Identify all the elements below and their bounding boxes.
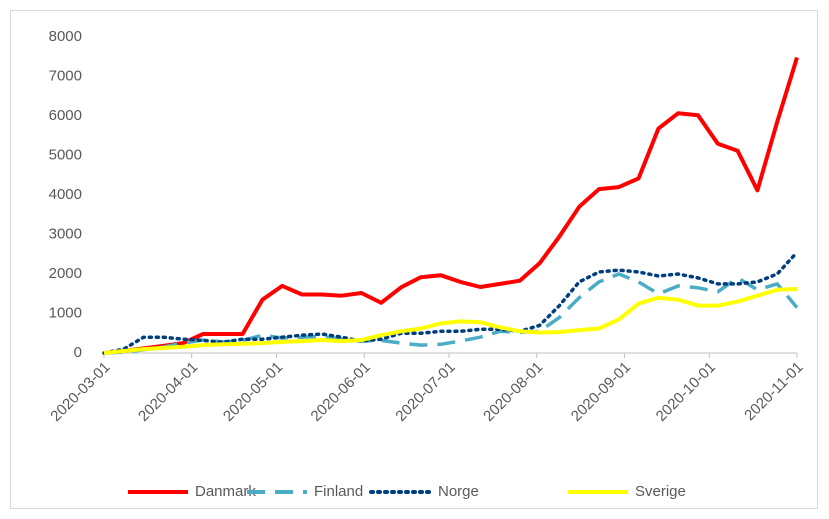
chart-border	[10, 10, 818, 509]
y-tick-label: 0	[74, 344, 82, 361]
y-tick-label: 6000	[49, 107, 82, 124]
y-tick-label: 1000	[49, 304, 82, 321]
y-tick-label: 2000	[49, 265, 82, 282]
series-line	[103, 287, 798, 355]
series-line	[102, 250, 799, 355]
legend-label: Norge	[438, 483, 479, 500]
legend-label: Finland	[314, 483, 363, 500]
y-tick-label: 7000	[49, 67, 82, 84]
y-tick-label: 3000	[49, 225, 82, 242]
legend-label: Danmark	[195, 483, 256, 500]
y-tick-label: 8000	[49, 28, 82, 45]
legend-label: Sverige	[635, 483, 686, 500]
y-tick-label: 4000	[49, 186, 82, 203]
y-tick-label: 5000	[49, 146, 82, 163]
series-line	[103, 56, 799, 355]
